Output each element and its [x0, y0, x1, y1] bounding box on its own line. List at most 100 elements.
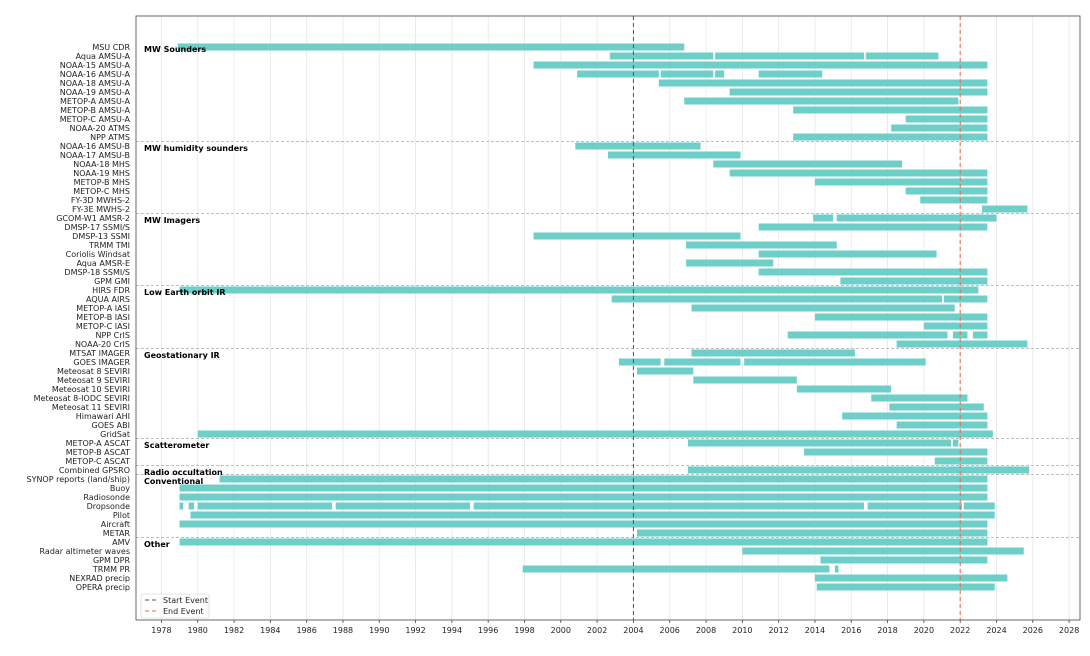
- bar-segment: [867, 502, 962, 510]
- bar-segment: [952, 439, 959, 447]
- x-tick-label: 2012: [768, 626, 788, 635]
- row-label: HIRS FDR: [92, 286, 130, 295]
- bar-segment: [816, 583, 995, 591]
- row-label: METOP-B AMSU-A: [60, 106, 130, 115]
- row-label: GPM DPR: [93, 556, 130, 565]
- x-tick-label: 1994: [442, 626, 462, 635]
- group-label: MW Imagers: [144, 216, 200, 225]
- bar-segment: [691, 304, 955, 312]
- row-label: Radiosonde: [83, 493, 130, 502]
- row-label: METOP-B IASI: [76, 313, 130, 322]
- legend-label: End Event: [163, 607, 204, 616]
- row-label: DMSP-17 SSMI/S: [64, 223, 130, 232]
- row-label: NOAA-15 AMSU-A: [60, 61, 131, 70]
- x-tick-label: 1982: [224, 626, 244, 635]
- row-label: GOES IMAGER: [73, 358, 130, 367]
- legend: Start Event End Event: [140, 593, 210, 619]
- row-label: METOP-C MHS: [73, 187, 130, 196]
- bar-segment: [905, 187, 988, 195]
- x-tick-label: 2000: [551, 626, 571, 635]
- row-label: METOP-C AMSU-A: [60, 115, 131, 124]
- bar-segment: [660, 70, 714, 78]
- x-tick-label: 1986: [296, 626, 316, 635]
- x-tick-label: 2010: [732, 626, 752, 635]
- bar-segment: [687, 439, 952, 447]
- row-label: GridSat: [100, 430, 130, 439]
- row-label: FY-3E MWHS-2: [72, 205, 130, 214]
- bar-segment: [891, 124, 988, 132]
- x-tick-label: 1996: [478, 626, 498, 635]
- bar-segment: [963, 502, 995, 510]
- row-label: SYNOP reports (land/ship): [26, 475, 130, 484]
- row-label: METOP-C ASCAT: [65, 457, 130, 466]
- bar-segment: [972, 331, 988, 339]
- bar-segment: [611, 295, 943, 303]
- x-tick-label: 1978: [151, 626, 171, 635]
- row-label: Himawari AHI: [76, 412, 130, 421]
- row-label: TRMM PR: [92, 565, 131, 574]
- x-tick-label: 2004: [623, 626, 643, 635]
- bar-segment: [197, 502, 333, 510]
- group-labels: MW Sounders MW humidity sounders MW Imager…: [144, 45, 248, 549]
- bar-segment: [834, 565, 839, 573]
- row-label: NOAA-19 AMSU-A: [60, 88, 131, 97]
- bar-segment: [814, 313, 988, 321]
- bar-segment: [687, 466, 1030, 474]
- group-label: Other: [144, 540, 170, 549]
- bar-segment: [575, 142, 701, 150]
- bar-segment: [691, 349, 855, 357]
- x-tick-label: 1984: [260, 626, 280, 635]
- bar-segment: [715, 52, 864, 60]
- bar-segment: [793, 133, 988, 141]
- bar-segment: [943, 295, 988, 303]
- bar-segment: [533, 232, 741, 240]
- row-label: Buoy: [110, 484, 130, 493]
- bar-segment: [179, 502, 184, 510]
- row-label: METAR: [103, 529, 131, 538]
- row-label: MTSAT IMAGER: [69, 349, 130, 358]
- x-tick-label: 1998: [514, 626, 534, 635]
- row-label: NOAA-20 CrIS: [75, 340, 130, 349]
- row-label: METOP-C IASI: [76, 322, 130, 331]
- bar-segment: [758, 268, 988, 276]
- bar-segment: [637, 367, 694, 375]
- bar-segment: [744, 358, 926, 366]
- row-label: Radar altimeter waves: [40, 547, 130, 556]
- group-label: Geostationary IR: [144, 351, 220, 360]
- row-label: NOAA-17 AMSU-B: [60, 151, 130, 160]
- row-label: NPP ATMS: [90, 133, 130, 142]
- x-tick-label: 1980: [188, 626, 208, 635]
- bar-segment: [715, 70, 725, 78]
- row-label: TRMM TMI: [88, 241, 130, 250]
- x-tick-label: 2014: [805, 626, 825, 635]
- bar-segment: [577, 70, 659, 78]
- bar-segment: [686, 241, 837, 249]
- x-tick-label: 1990: [369, 626, 389, 635]
- group-label: Conventional: [144, 477, 204, 486]
- bar-segment: [190, 511, 995, 519]
- x-tick-label: 1992: [405, 626, 425, 635]
- bar-segment: [787, 331, 948, 339]
- group-label: MW Sounders: [144, 45, 206, 54]
- bar-segment: [796, 385, 892, 393]
- bar-segment: [693, 376, 797, 384]
- bar-segment: [188, 502, 195, 510]
- bar-segment: [713, 160, 903, 168]
- bar-segment: [920, 196, 988, 204]
- bar-segment: [813, 214, 834, 222]
- bar-segment: [197, 430, 993, 438]
- x-tick-label: 1988: [333, 626, 353, 635]
- row-label: FY-3D MWHS-2: [71, 196, 130, 205]
- bar-segment: [865, 52, 939, 60]
- bar-segment: [814, 178, 988, 186]
- row-label: NOAA-16 AMSU-A: [60, 70, 131, 79]
- row-label: DMSP-18 SSMI/S: [64, 268, 130, 277]
- x-tick-label: 2024: [986, 626, 1006, 635]
- row-label: METOP-A AMSU-A: [60, 97, 131, 106]
- x-tick-label: 2026: [1023, 626, 1043, 635]
- bar-segment: [742, 547, 1024, 555]
- bar-segment: [219, 475, 988, 483]
- row-label: NOAA-19 MHS: [73, 169, 130, 178]
